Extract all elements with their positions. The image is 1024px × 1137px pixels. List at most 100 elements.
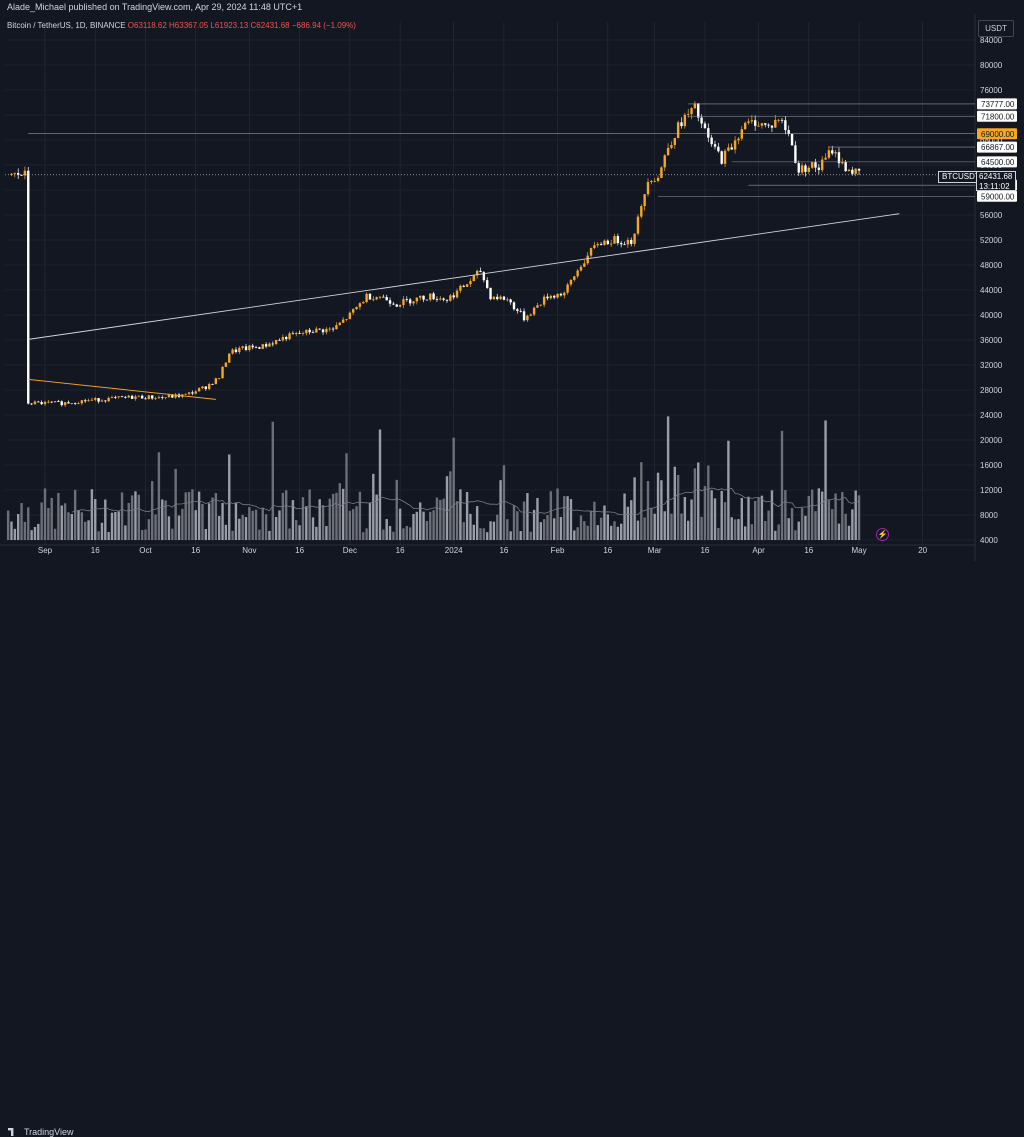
candle-body — [84, 400, 87, 402]
volume-bar — [258, 529, 261, 540]
candle-body — [596, 244, 599, 246]
volume-bar — [690, 499, 693, 540]
volume-bar — [757, 497, 760, 540]
volume-bar — [37, 523, 40, 540]
volume-bar — [526, 493, 529, 540]
candle-body — [187, 392, 191, 394]
footer: TradingView — [0, 561, 1024, 1137]
volume-bar — [341, 488, 345, 540]
candle-body — [147, 395, 151, 399]
volume-bar — [733, 519, 737, 540]
high-value: H63367.05 — [169, 21, 209, 30]
candle-body — [526, 315, 529, 321]
candle-body — [486, 280, 489, 288]
volume-bar — [583, 521, 586, 540]
candle-body — [774, 119, 777, 128]
candle-body — [536, 305, 539, 308]
volume-bar — [17, 514, 20, 540]
volume-bar — [429, 511, 432, 540]
candle-body — [834, 152, 837, 154]
brand-name: TradingView — [24, 1127, 74, 1137]
candle-body — [630, 239, 633, 244]
x-tick-label: Nov — [242, 546, 256, 555]
candle-body — [653, 180, 656, 182]
lightning-icon[interactable]: ⚡ — [876, 528, 889, 541]
candle-body — [388, 300, 392, 304]
candle-body — [512, 302, 516, 310]
volume-bar — [124, 525, 127, 540]
volume-bar — [63, 503, 67, 540]
y-tick-label: 20000 — [980, 436, 1003, 445]
volume-bar — [559, 516, 563, 540]
volume-bar — [553, 518, 556, 540]
candle-body — [385, 297, 388, 301]
candle-body — [184, 393, 187, 395]
volume-bar — [30, 530, 33, 540]
volume-bar — [73, 489, 77, 540]
candle-body — [435, 299, 439, 301]
candle-body — [670, 145, 673, 148]
volume-bar — [509, 531, 512, 540]
candle-body — [549, 295, 553, 299]
candle-body — [278, 339, 281, 341]
volume-bar — [643, 517, 646, 540]
volume-bar — [385, 519, 388, 540]
candle-body — [673, 138, 676, 146]
volume-bar — [144, 529, 147, 540]
candle-body — [285, 337, 288, 340]
volume-bar — [713, 498, 717, 540]
volume-bar — [596, 525, 599, 540]
tradingview-logo-icon — [8, 1128, 14, 1136]
volume-bar — [388, 525, 392, 540]
candle-body — [713, 144, 717, 147]
candle-body — [201, 386, 204, 389]
candle-body — [586, 255, 589, 264]
candle-body — [358, 303, 362, 307]
candle-body — [248, 345, 251, 350]
volume-bar — [740, 497, 743, 540]
volume-bar — [362, 532, 365, 540]
candle-body — [325, 328, 328, 333]
volume-bar — [442, 498, 445, 540]
volume-bar — [151, 481, 154, 540]
candle-body — [770, 125, 774, 128]
volume-bar — [465, 491, 469, 540]
volume-bar — [241, 514, 244, 540]
candle-body — [831, 150, 834, 154]
candle-body — [164, 397, 167, 399]
candle-body — [398, 304, 402, 307]
volume-bar — [422, 511, 425, 540]
currency-button[interactable]: USDT — [978, 20, 1014, 37]
volume-bar — [234, 503, 238, 540]
x-tick-label: 16 — [295, 546, 304, 555]
candle-body — [338, 322, 341, 326]
volume-bar — [264, 514, 268, 540]
volume-bar — [60, 505, 63, 540]
volume-bar — [663, 511, 666, 540]
volume-bar — [140, 530, 144, 540]
candle-body — [626, 239, 630, 245]
price-chart[interactable]: 4000 8000 12000 16000 20000 24000 28000 32000 36… — [0, 14, 1024, 561]
volume-bar — [130, 495, 134, 540]
candle-body — [499, 296, 502, 300]
volume-bar — [110, 512, 114, 540]
tradingview-logo[interactable]: TradingView — [8, 1127, 74, 1137]
level-label: 59000.00 — [981, 192, 1015, 201]
symbol-name[interactable]: Bitcoin / TetherUS, 1D, BINANCE — [7, 21, 126, 30]
candle-body — [542, 296, 546, 305]
volume-bar — [194, 510, 197, 540]
candle-body — [442, 298, 445, 300]
volume-bar — [676, 475, 680, 540]
volume-bar — [573, 530, 576, 540]
candle-body — [553, 295, 556, 298]
volume-bar — [365, 528, 368, 540]
candle-body — [623, 244, 626, 246]
volume-bar — [486, 532, 489, 540]
candle-body — [539, 304, 542, 306]
volume-bar — [777, 524, 780, 540]
volume-bar — [382, 529, 385, 540]
candle-body — [174, 394, 177, 398]
volume-bar — [633, 477, 636, 540]
volume-bar — [439, 499, 442, 540]
candle-body — [87, 400, 90, 402]
